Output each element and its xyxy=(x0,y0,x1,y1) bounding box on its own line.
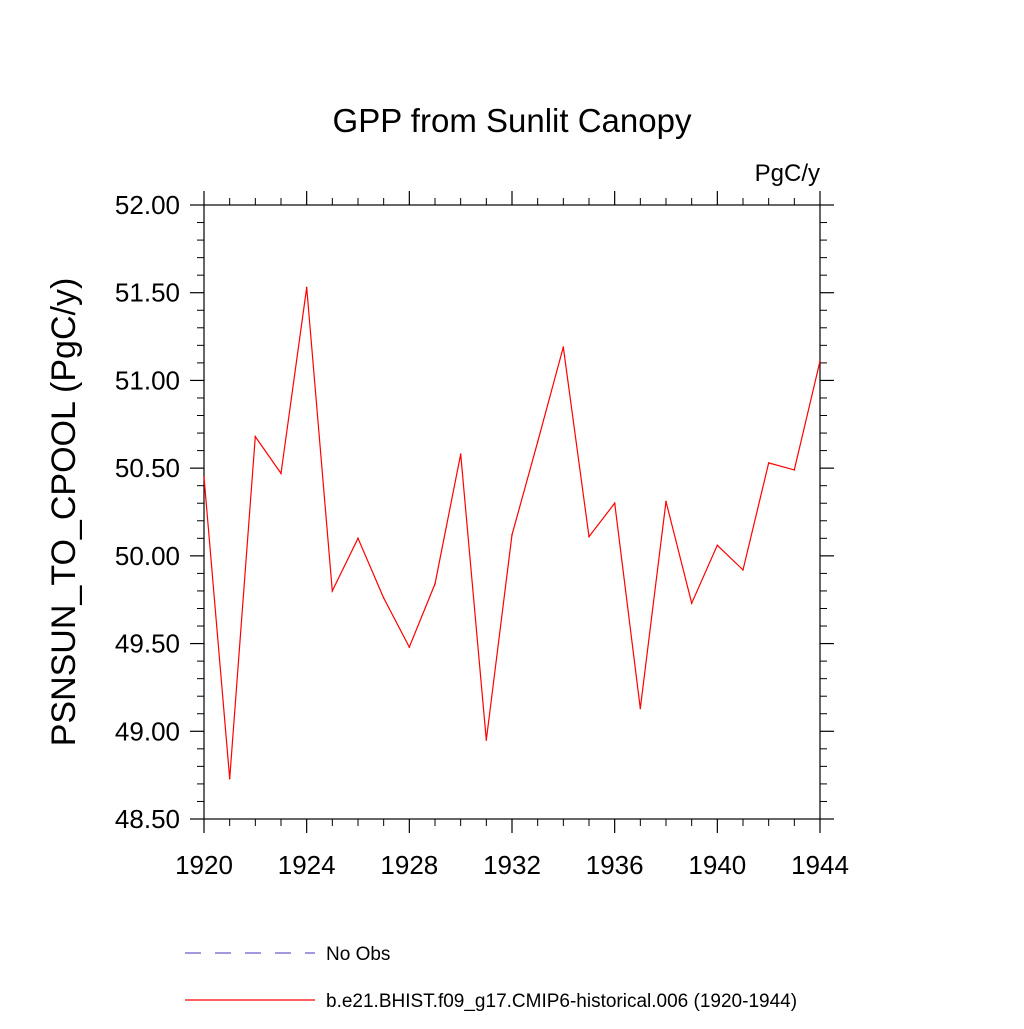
x-tick-label: 1944 xyxy=(791,850,849,880)
y-tick-label: 51.00 xyxy=(115,365,180,395)
data-point xyxy=(280,472,282,475)
data-point xyxy=(382,597,385,599)
data-point xyxy=(793,469,796,471)
data-point xyxy=(485,739,488,741)
data-point xyxy=(767,462,770,464)
x-tick-label: 1936 xyxy=(586,850,644,880)
data-point xyxy=(536,441,539,443)
legend-label: b.e21.BHIST.f09_g17.CMIP6-historical.006… xyxy=(326,991,797,1012)
data-point xyxy=(716,544,719,547)
y-axis-label: PSNSUN_TO_CPOOL (PgC/y) xyxy=(45,278,83,747)
data-point xyxy=(254,435,257,438)
y-tick-label: 49.50 xyxy=(115,629,180,659)
series-line xyxy=(203,287,821,779)
data-point xyxy=(331,590,334,592)
x-tick-label: 1932 xyxy=(483,850,541,880)
data-point xyxy=(511,534,513,536)
axes: 1920 1924 1928 1932 1936 1940 1944 48.50 49.00 49… xyxy=(115,190,849,880)
units-label: PgC/y xyxy=(755,160,820,187)
data-point xyxy=(742,569,744,571)
data-point xyxy=(639,707,642,710)
data-point xyxy=(562,346,565,348)
data-point xyxy=(228,777,231,780)
data-point xyxy=(613,502,616,505)
y-tick-label: 50.00 xyxy=(115,541,180,571)
data-point xyxy=(690,602,693,605)
legend: No Obs b.e21.BHIST.f09_g17.CMIP6-historic… xyxy=(185,944,797,1012)
y-tick-label: 52.00 xyxy=(115,190,180,220)
data-point xyxy=(434,583,436,585)
data-point xyxy=(357,537,359,540)
data-point xyxy=(305,286,308,289)
chart-title: GPP from Sunlit Canopy xyxy=(333,102,692,139)
y-tick-label: 50.50 xyxy=(115,453,180,483)
data-point xyxy=(459,453,462,455)
y-tick-label: 51.50 xyxy=(115,278,180,308)
y-tick-label: 48.50 xyxy=(115,804,180,834)
legend-label: No Obs xyxy=(326,944,390,965)
x-tick-label: 1940 xyxy=(688,850,746,880)
data-point xyxy=(203,476,205,478)
plot-frame xyxy=(203,204,821,820)
x-tick-label: 1924 xyxy=(278,850,336,880)
x-tick-label: 1920 xyxy=(175,850,233,880)
data-point xyxy=(408,646,411,648)
x-tick-label: 1928 xyxy=(380,850,438,880)
data-point xyxy=(665,500,667,503)
data-point xyxy=(588,535,590,538)
y-tick-label: 49.00 xyxy=(115,716,180,746)
data-point xyxy=(819,360,821,362)
series-layer xyxy=(203,286,821,780)
